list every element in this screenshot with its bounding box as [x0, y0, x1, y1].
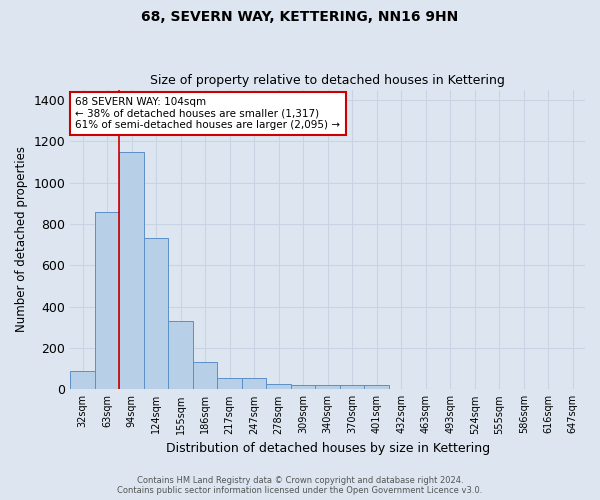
Bar: [316, 385, 340, 390]
Bar: [364, 385, 389, 390]
Title: Size of property relative to detached houses in Kettering: Size of property relative to detached ho…: [150, 74, 505, 87]
Bar: [169, 321, 193, 390]
Bar: [217, 378, 242, 390]
Bar: [119, 152, 144, 390]
Text: 68 SEVERN WAY: 104sqm
← 38% of detached houses are smaller (1,317)
61% of semi-d: 68 SEVERN WAY: 104sqm ← 38% of detached …: [76, 97, 340, 130]
Bar: [193, 362, 217, 390]
X-axis label: Distribution of detached houses by size in Kettering: Distribution of detached houses by size …: [166, 442, 490, 455]
Y-axis label: Number of detached properties: Number of detached properties: [15, 146, 28, 332]
Bar: [95, 212, 119, 390]
Text: Contains HM Land Registry data © Crown copyright and database right 2024.
Contai: Contains HM Land Registry data © Crown c…: [118, 476, 482, 495]
Bar: [144, 238, 169, 390]
Bar: [291, 385, 316, 390]
Bar: [340, 385, 364, 390]
Bar: [242, 378, 266, 390]
Bar: [70, 370, 95, 390]
Bar: [266, 384, 291, 390]
Text: 68, SEVERN WAY, KETTERING, NN16 9HN: 68, SEVERN WAY, KETTERING, NN16 9HN: [142, 10, 458, 24]
